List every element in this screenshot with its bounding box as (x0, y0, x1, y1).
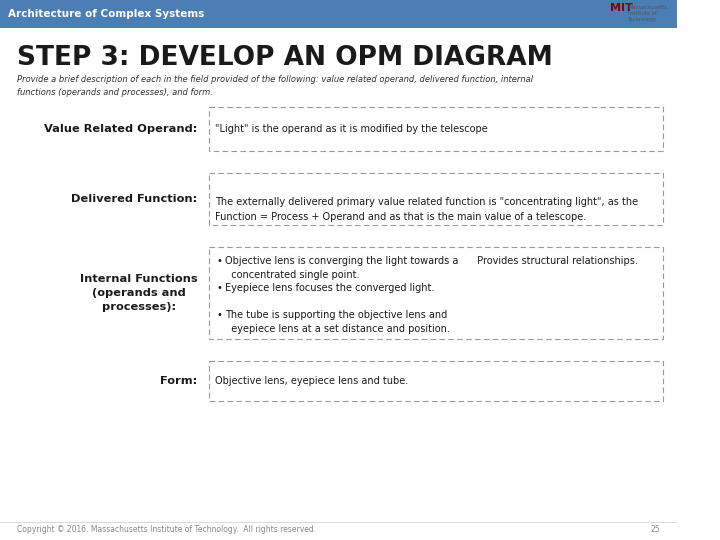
FancyBboxPatch shape (0, 0, 678, 28)
Text: Form:: Form: (161, 376, 197, 386)
Text: Eyepiece lens focuses the converged light.: Eyepiece lens focuses the converged ligh… (225, 283, 434, 293)
Text: The tube is supporting the objective lens and
  eyepiece lens at a set distance : The tube is supporting the objective len… (225, 310, 450, 334)
Text: Objective lens, eyepiece lens and tube.: Objective lens, eyepiece lens and tube. (215, 376, 409, 386)
Text: 25: 25 (651, 525, 660, 535)
Text: Value Related Operand:: Value Related Operand: (44, 124, 197, 134)
Text: Architecture of Complex Systems: Architecture of Complex Systems (7, 9, 204, 19)
Text: Massachusetts
Institute of
Technology: Massachusetts Institute of Technology (629, 5, 667, 22)
Text: Provide a brief description of each in the field provided of the following: valu: Provide a brief description of each in t… (17, 75, 533, 97)
Text: •: • (217, 256, 222, 266)
Text: Copyright © 2016. Massachusetts Institute of Technology.  All rights reserved.: Copyright © 2016. Massachusetts Institut… (17, 525, 316, 535)
Text: •: • (217, 283, 222, 293)
Text: STEP 3: DEVELOP AN OPM DIAGRAM: STEP 3: DEVELOP AN OPM DIAGRAM (17, 45, 553, 71)
Text: MIT: MIT (610, 3, 632, 13)
Text: •: • (217, 310, 222, 320)
Text: Objective lens is converging the light towards a      Provides structural relati: Objective lens is converging the light t… (225, 256, 638, 280)
Text: Delivered Function:: Delivered Function: (71, 194, 197, 204)
Text: The externally delivered primary value related function is "concentrating light": The externally delivered primary value r… (215, 197, 639, 222)
Text: "Light" is the operand as it is modified by the telescope: "Light" is the operand as it is modified… (215, 124, 488, 134)
Text: Internal Functions
(operands and
processes):: Internal Functions (operands and process… (80, 274, 197, 312)
